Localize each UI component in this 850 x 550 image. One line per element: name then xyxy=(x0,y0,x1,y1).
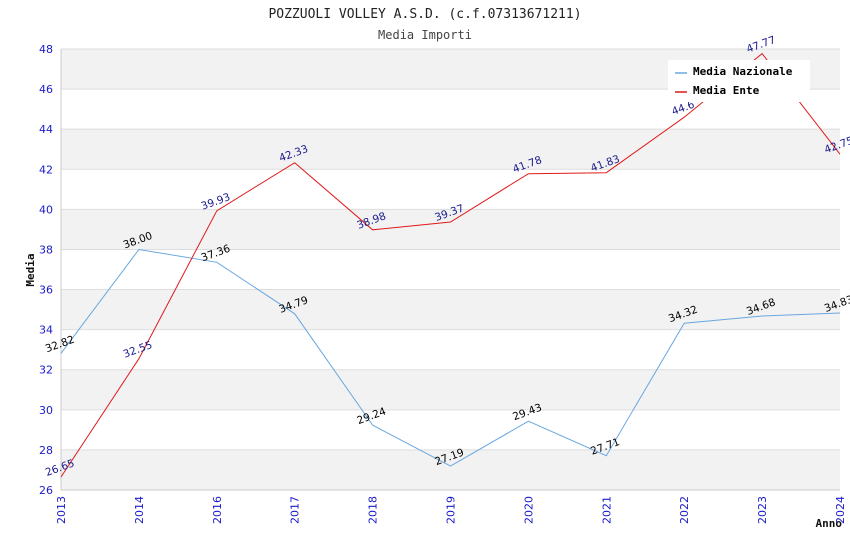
y-tick-label: 34 xyxy=(39,324,53,337)
y-tick-label: 28 xyxy=(39,444,53,457)
grid-band xyxy=(61,449,840,490)
legend: Media Nazionale Media Ente xyxy=(668,60,810,102)
x-tick-label: 2022 xyxy=(678,496,691,524)
x-tick-label: 2021 xyxy=(600,496,613,524)
legend-label-media-nazionale: Media Nazionale xyxy=(693,65,793,78)
grid-band xyxy=(61,129,840,170)
y-tick-label: 32 xyxy=(39,364,53,377)
y-tick-label: 46 xyxy=(39,83,53,96)
series-line-media-ente xyxy=(60,52,841,478)
axes xyxy=(60,49,840,491)
x-tick-label: 2014 xyxy=(133,496,146,524)
chart-subtitle: Media Importi xyxy=(378,28,472,42)
chart-title: POZZUOLI VOLLEY A.S.D. (c.f.07313671211) xyxy=(268,7,581,22)
x-tick-label: 2023 xyxy=(756,496,769,524)
grid-bands xyxy=(61,49,840,490)
y-tick-label: 40 xyxy=(39,203,53,216)
x-tick-label: 2019 xyxy=(445,496,458,524)
y-tick-label: 44 xyxy=(39,123,53,136)
y-axis-label: Media xyxy=(24,253,37,286)
x-tick-label: 2016 xyxy=(211,496,224,524)
grid-band xyxy=(61,209,840,250)
y-tick-label: 42 xyxy=(39,163,53,176)
data-label-media-ente: 32.55 xyxy=(122,339,154,361)
x-tick-label: 2020 xyxy=(522,496,535,524)
grid-band xyxy=(61,369,840,410)
y-tick-label: 38 xyxy=(39,243,53,256)
grid-band xyxy=(61,289,840,330)
x-tick-label: 2024 xyxy=(834,496,847,524)
y-tick-labels: 26 28 30 32 34 36 38 40 42 44 46 48 xyxy=(39,43,53,497)
y-tick-label: 30 xyxy=(39,404,53,417)
x-tick-label: 2013 xyxy=(55,496,68,524)
x-tick-labels: 2013 2014 2016 2017 2018 2019 2020 2021 2022 2023… xyxy=(55,496,847,524)
series-line-media-nazionale xyxy=(60,248,841,467)
y-tick-label: 48 xyxy=(39,43,53,56)
series-lines xyxy=(60,52,841,478)
y-tick-label: 36 xyxy=(39,284,53,297)
x-tick-label: 2017 xyxy=(289,496,302,524)
legend-label-media-ente: Media Ente xyxy=(693,84,760,97)
x-axis-label: Anno xyxy=(816,517,843,530)
x-tick-label: 2018 xyxy=(367,496,380,524)
data-label-media-nazionale: 32.82 xyxy=(44,334,76,356)
y-tick-label: 26 xyxy=(39,484,53,497)
legend-background xyxy=(668,60,810,102)
gridlines xyxy=(61,48,840,491)
